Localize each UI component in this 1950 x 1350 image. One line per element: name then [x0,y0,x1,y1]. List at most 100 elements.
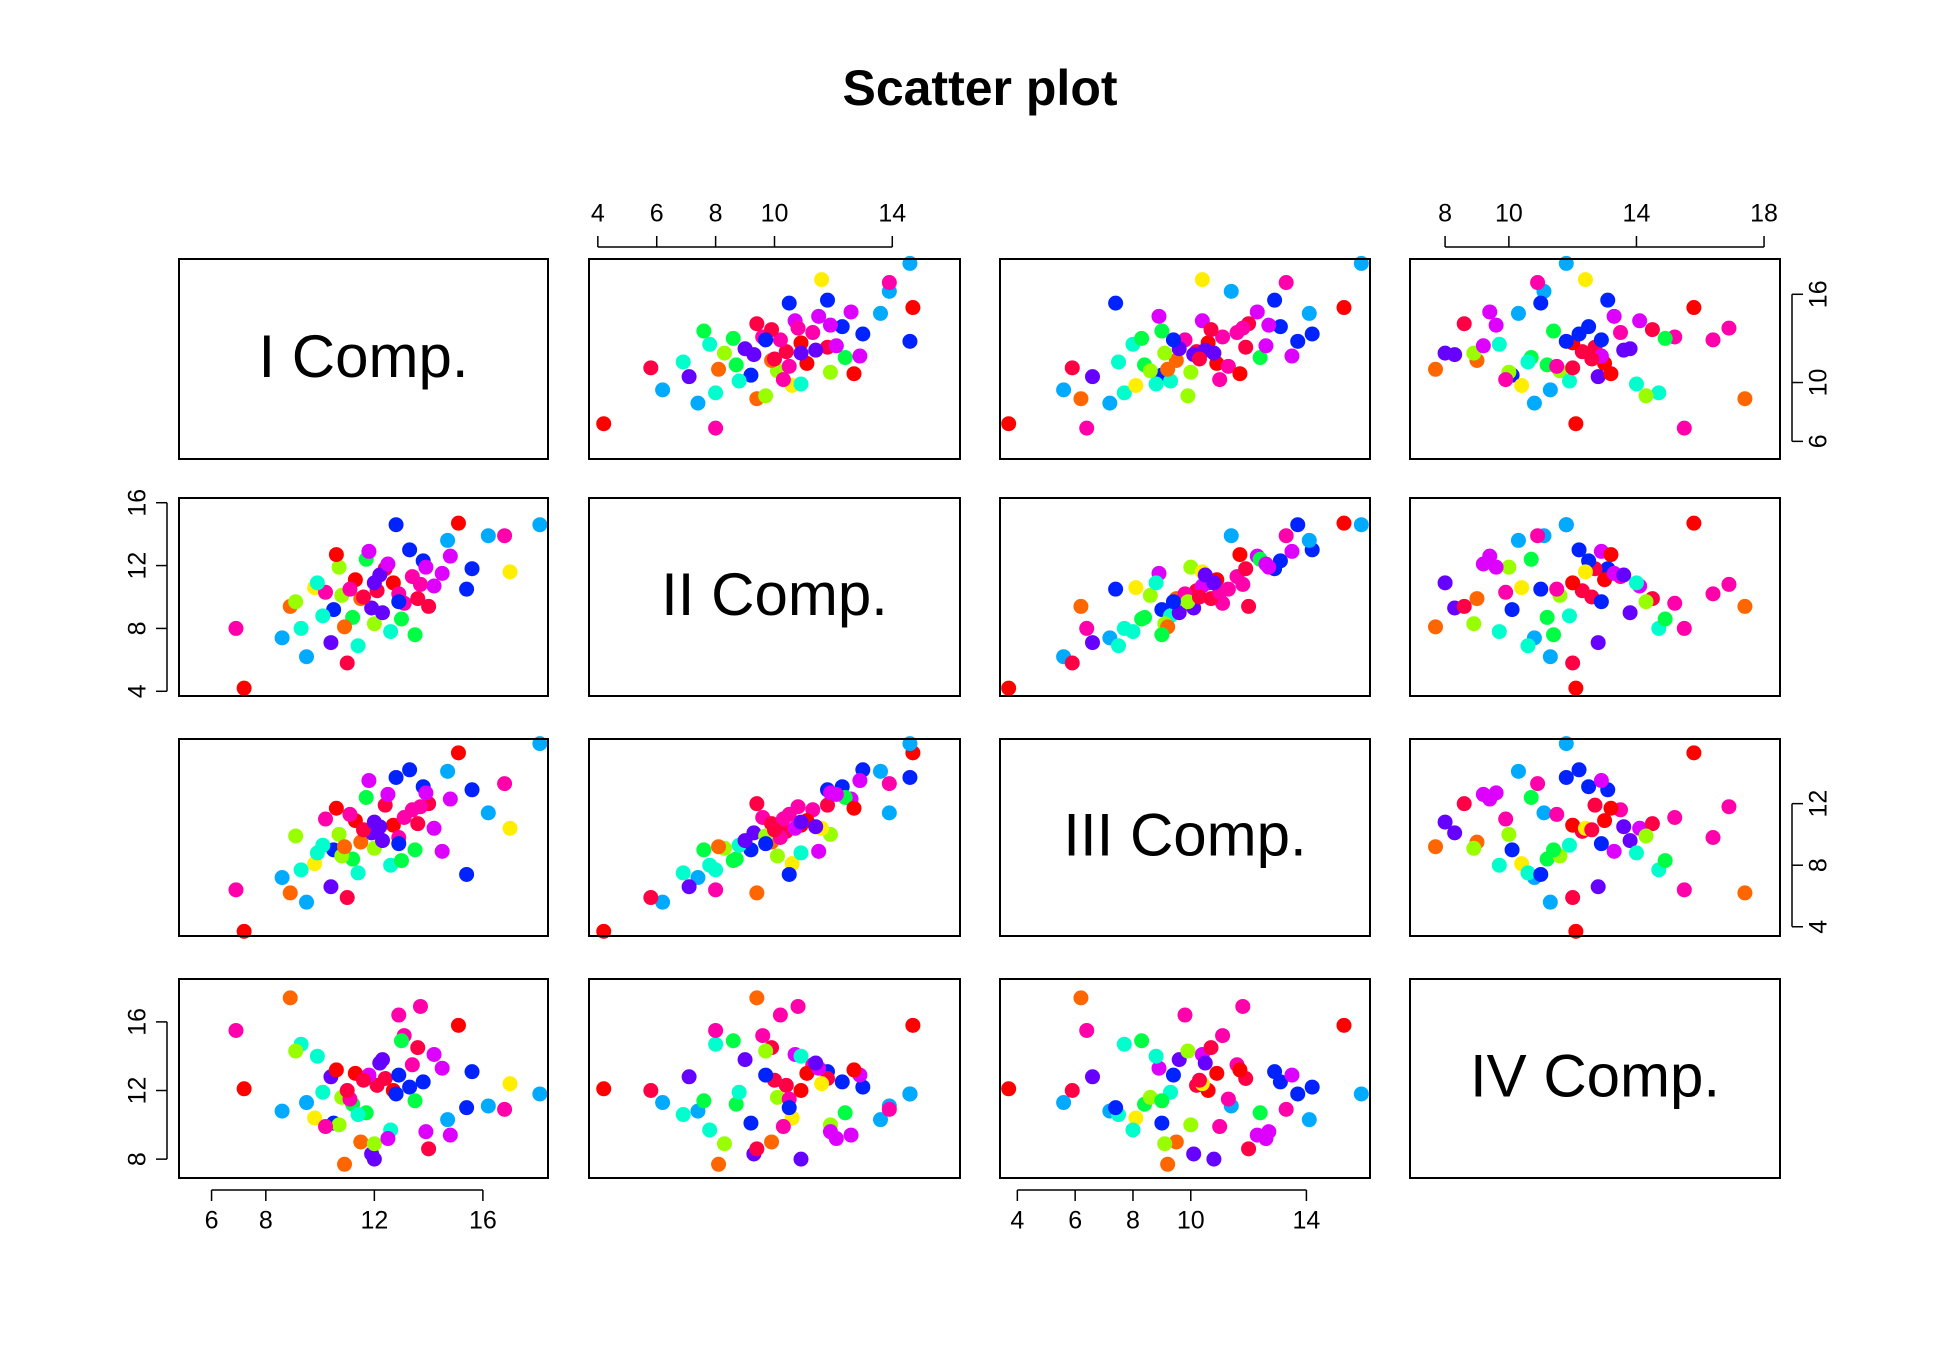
point [1622,605,1638,621]
point [675,865,691,881]
point [1212,1119,1228,1135]
point [388,517,404,533]
point [1220,1091,1236,1107]
point [811,308,827,324]
point [342,806,358,822]
point [293,862,309,878]
point [1134,330,1150,346]
point [749,885,765,901]
panel-border [1409,738,1781,937]
point [459,866,475,882]
point [1721,576,1737,592]
point [1001,416,1017,432]
point [725,853,741,869]
point [1568,416,1584,432]
point [711,839,727,855]
point [799,1065,815,1081]
point [855,1079,871,1095]
point [1638,828,1654,844]
point [1593,836,1609,852]
point [426,1046,442,1062]
point [1157,345,1173,361]
point [480,1098,496,1114]
point [502,820,518,836]
point [1171,605,1187,621]
point [1651,385,1667,401]
point [837,350,853,366]
point [881,1101,897,1117]
point [881,776,897,792]
point [450,515,466,531]
point [1168,1134,1184,1150]
point [1180,594,1196,610]
point [1111,638,1127,654]
x-tick-label: 4 [591,200,605,228]
point [1510,763,1526,779]
point [1546,323,1562,339]
point [1428,361,1444,377]
point [902,769,918,785]
point [781,358,797,374]
point [846,366,862,382]
point [328,1062,344,1078]
point [356,822,371,838]
point [1278,275,1294,291]
panel-border [999,738,1371,937]
point [1549,806,1565,822]
point [1606,843,1622,859]
point [1686,745,1702,761]
point [426,578,442,594]
point [822,317,838,333]
point [846,1062,862,1078]
point [323,635,339,651]
point [1523,551,1539,567]
point [1533,866,1549,882]
point [725,330,741,346]
point [1290,333,1306,349]
point [380,1131,396,1147]
point [1235,320,1251,336]
point [690,395,706,411]
point [1667,595,1683,611]
panel-border [999,978,1371,1179]
point [442,1127,458,1143]
point [1577,564,1593,580]
point [1657,853,1673,869]
point [1721,320,1737,336]
point [1056,382,1072,398]
point [1498,584,1514,600]
point [1514,377,1530,393]
point [236,1081,252,1097]
point [1428,839,1444,855]
point [412,998,428,1014]
point [274,870,290,886]
point [1638,594,1654,610]
point [1565,360,1581,376]
point [1593,773,1609,789]
y-tick-label: 4 [1805,920,1833,934]
point [731,1084,747,1100]
panel-border [588,497,961,697]
point [675,354,691,370]
point [749,796,765,812]
point [1542,649,1558,665]
point [339,655,355,671]
point [459,1100,475,1116]
point [1737,885,1753,901]
point [775,372,791,388]
point [1482,304,1498,320]
point [1232,1062,1248,1078]
point [1079,620,1095,636]
point [1177,1007,1193,1023]
point [1491,857,1507,873]
point [1154,627,1170,643]
point [410,816,426,832]
point [1514,580,1530,596]
point [1128,377,1144,393]
point [1590,879,1606,895]
point [1546,842,1562,858]
point [1284,1067,1300,1083]
point [716,345,732,361]
point [388,1086,404,1102]
point [1542,382,1558,398]
